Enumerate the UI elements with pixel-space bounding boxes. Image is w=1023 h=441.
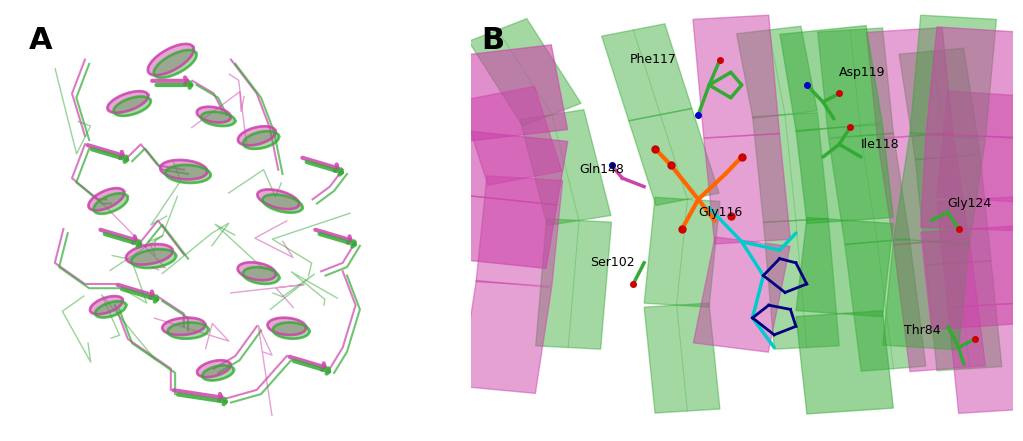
Polygon shape [476, 176, 563, 286]
Polygon shape [168, 322, 209, 339]
Text: Gln148: Gln148 [579, 163, 624, 176]
Polygon shape [243, 131, 279, 149]
Polygon shape [114, 97, 150, 116]
Polygon shape [883, 239, 969, 350]
Polygon shape [444, 45, 568, 142]
Polygon shape [829, 133, 909, 245]
Polygon shape [737, 26, 817, 119]
Polygon shape [937, 197, 1023, 307]
Polygon shape [95, 301, 126, 318]
Polygon shape [202, 112, 235, 126]
Polygon shape [602, 24, 692, 121]
Text: Gly116: Gly116 [699, 206, 743, 219]
Polygon shape [273, 322, 309, 339]
Polygon shape [921, 226, 1023, 329]
Polygon shape [520, 110, 611, 225]
Polygon shape [817, 28, 893, 138]
Polygon shape [866, 28, 953, 138]
Polygon shape [948, 303, 1023, 413]
Polygon shape [780, 26, 882, 132]
Polygon shape [131, 249, 176, 268]
Polygon shape [796, 217, 893, 317]
Polygon shape [469, 19, 581, 126]
Polygon shape [763, 219, 839, 349]
Polygon shape [899, 48, 980, 160]
Polygon shape [93, 193, 128, 214]
Polygon shape [921, 134, 1023, 231]
Text: Phe117: Phe117 [630, 53, 676, 66]
Polygon shape [242, 267, 279, 284]
Polygon shape [237, 262, 276, 280]
Polygon shape [796, 124, 893, 224]
Polygon shape [796, 311, 893, 414]
Polygon shape [926, 27, 1023, 139]
Text: Ser102: Ser102 [590, 256, 634, 269]
Polygon shape [163, 318, 206, 335]
Polygon shape [536, 219, 612, 349]
Text: Ile118: Ile118 [861, 138, 899, 151]
Polygon shape [753, 112, 829, 223]
Polygon shape [694, 237, 790, 352]
Polygon shape [916, 155, 991, 265]
Polygon shape [909, 15, 996, 138]
Polygon shape [461, 86, 562, 185]
Polygon shape [439, 194, 557, 269]
Polygon shape [196, 107, 231, 123]
Polygon shape [449, 130, 568, 205]
Polygon shape [126, 244, 173, 265]
Polygon shape [161, 160, 208, 179]
Polygon shape [693, 15, 780, 138]
Polygon shape [460, 280, 551, 393]
Polygon shape [148, 44, 193, 75]
Polygon shape [197, 360, 230, 377]
Polygon shape [704, 134, 791, 244]
Polygon shape [894, 239, 985, 372]
Polygon shape [926, 261, 1002, 371]
Polygon shape [644, 197, 720, 307]
Polygon shape [894, 132, 985, 245]
Polygon shape [89, 188, 124, 210]
Polygon shape [644, 303, 720, 413]
Polygon shape [263, 194, 303, 213]
Text: Thr84: Thr84 [904, 324, 941, 337]
Polygon shape [90, 296, 123, 314]
Polygon shape [258, 190, 299, 209]
Polygon shape [107, 91, 148, 113]
Text: B: B [482, 26, 504, 55]
Polygon shape [153, 50, 196, 78]
Polygon shape [937, 91, 1023, 202]
Polygon shape [268, 318, 306, 335]
Text: A: A [29, 26, 52, 55]
Text: Gly124: Gly124 [947, 197, 992, 210]
Polygon shape [203, 366, 234, 381]
Polygon shape [166, 165, 211, 183]
Polygon shape [238, 126, 275, 146]
Text: Asp119: Asp119 [839, 66, 886, 79]
Polygon shape [878, 132, 969, 245]
Polygon shape [845, 239, 926, 371]
Polygon shape [629, 108, 719, 206]
